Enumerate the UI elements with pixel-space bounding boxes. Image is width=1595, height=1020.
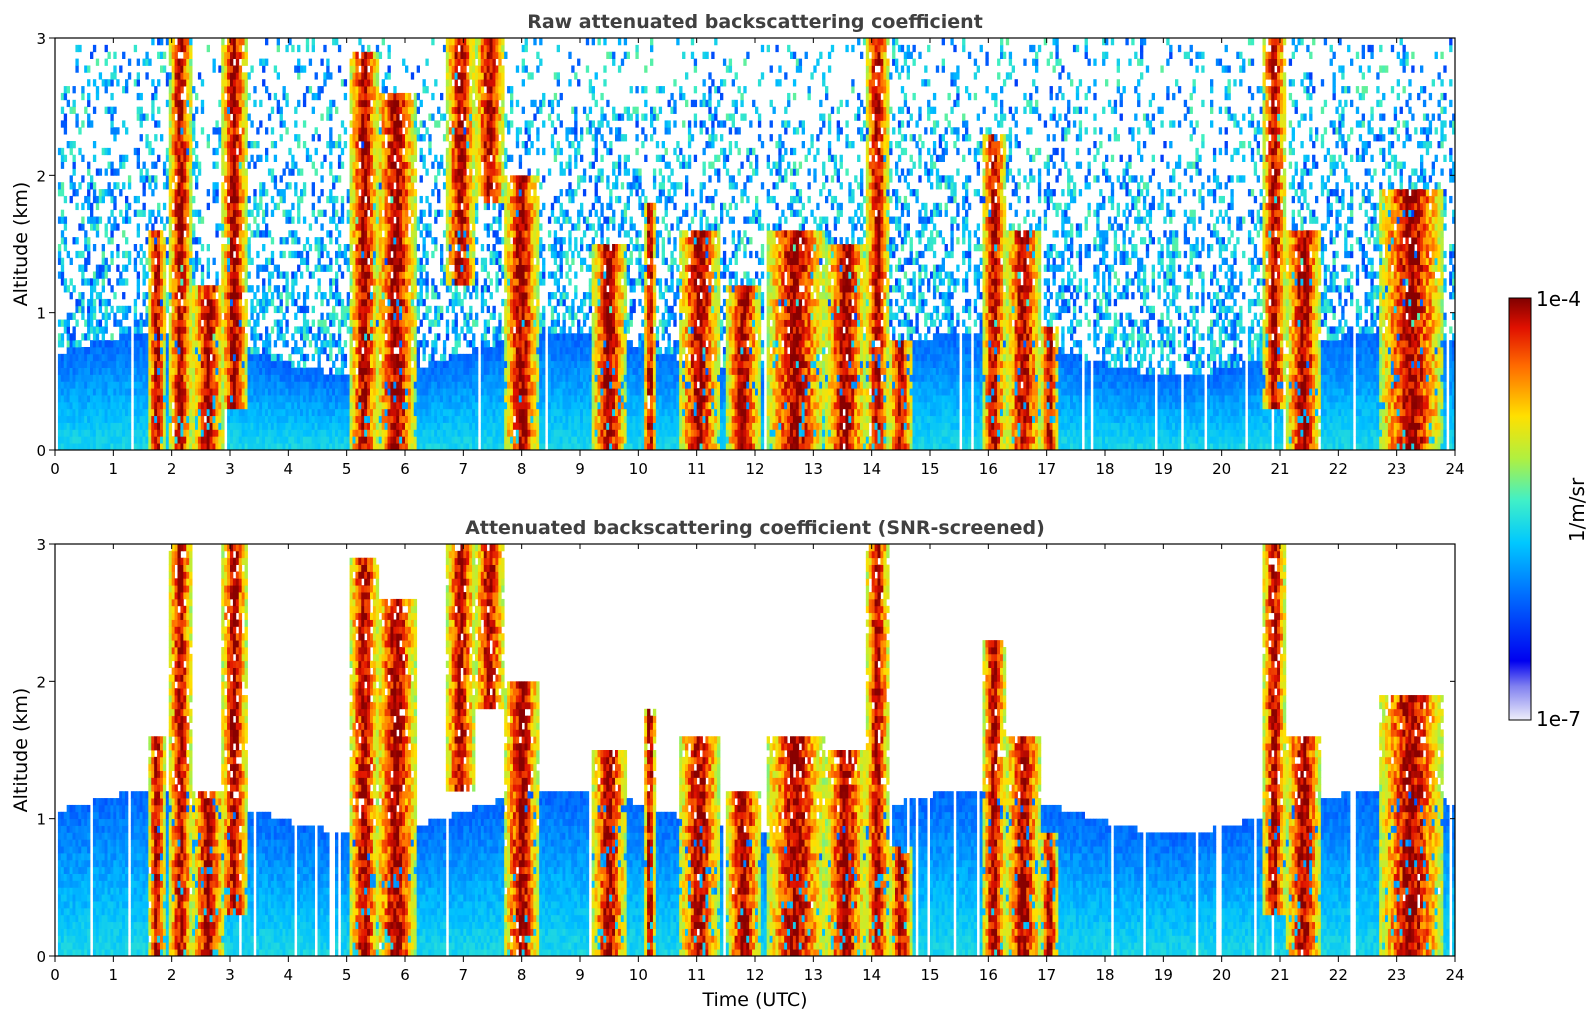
x-tick-label: 18 (1095, 966, 1114, 984)
raw-x-ticks: 0 1 2 3 4 5 6 7 8 9 10 11 12 13 14 15 16 17 18 19 20 21 22 23 24 (50, 38, 1465, 478)
x-tick-label: 2 (167, 460, 177, 478)
x-tick-label: 21 (1270, 460, 1289, 478)
x-tick-label: 6 (400, 966, 410, 984)
x-tick-label: 19 (1154, 460, 1173, 478)
x-tick-label: 4 (284, 966, 294, 984)
x-tick-label: 7 (459, 966, 469, 984)
x-tick-label: 1 (109, 966, 119, 984)
x-tick-label: 21 (1270, 966, 1289, 984)
x-tick-label: 16 (979, 966, 998, 984)
x-tick-label: 14 (862, 966, 881, 984)
x-tick-label: 13 (804, 966, 823, 984)
colorbar-unit-label: 1/m/sr (1565, 477, 1589, 542)
y-tick-label: 3 (36, 30, 46, 48)
y-tick-label: 0 (36, 442, 46, 460)
x-tick-label: 3 (225, 966, 235, 984)
x-tick-label: 16 (979, 460, 998, 478)
x-tick-label: 0 (50, 966, 60, 984)
x-tick-label: 12 (745, 966, 764, 984)
x-tick-label: 20 (1212, 966, 1231, 984)
x-axis-label: Time (UTC) (701, 989, 807, 1011)
screened-heatmap (57, 544, 1455, 956)
x-tick-label: 3 (225, 460, 235, 478)
y-tick-label: 1 (36, 305, 46, 323)
y-tick-label: 0 (36, 948, 46, 966)
x-tick-label: 18 (1095, 460, 1114, 478)
colorbar: 1e-4 1e-7 1/m/sr (1508, 287, 1589, 731)
y-tick-label: 1 (36, 811, 46, 829)
x-tick-label: 24 (1445, 966, 1464, 984)
x-tick-label: 22 (1329, 460, 1348, 478)
raw-y-axis-label: Altitude (km) (10, 182, 32, 307)
x-tick-label: 23 (1387, 966, 1406, 984)
x-tick-label: 5 (342, 460, 352, 478)
x-tick-label: 8 (517, 966, 527, 984)
panel-raw: Raw attenuated backscattering coefficien… (10, 11, 1465, 478)
colorbar-gradient (1508, 297, 1532, 721)
x-tick-label: 15 (920, 966, 939, 984)
panel-screened-title: Attenuated backscattering coefficient (S… (465, 517, 1045, 539)
screened-y-axis-label: Altitude (km) (10, 688, 32, 813)
y-tick-label: 2 (36, 673, 46, 691)
x-tick-label: 13 (804, 460, 823, 478)
x-tick-label: 5 (342, 966, 352, 984)
x-tick-label: 11 (687, 460, 706, 478)
x-tick-label: 19 (1154, 966, 1173, 984)
x-tick-label: 22 (1329, 966, 1348, 984)
x-tick-label: 9 (575, 460, 585, 478)
x-tick-label: 6 (400, 460, 410, 478)
x-tick-label: 4 (284, 460, 294, 478)
x-tick-label: 17 (1037, 966, 1056, 984)
raw-y-ticks: 0 1 2 3 (36, 30, 1455, 460)
panel-screened: Attenuated backscattering coefficient (S… (10, 517, 1465, 1011)
raw-heatmap (57, 38, 1455, 450)
x-tick-label: 7 (459, 460, 469, 478)
x-tick-label: 24 (1445, 460, 1464, 478)
x-tick-label: 0 (50, 460, 60, 478)
x-tick-label: 2 (167, 966, 177, 984)
y-tick-label: 3 (36, 536, 46, 554)
x-tick-label: 20 (1212, 460, 1231, 478)
x-tick-label: 9 (575, 966, 585, 984)
panel-raw-title: Raw attenuated backscattering coefficien… (527, 11, 983, 33)
x-tick-label: 23 (1387, 460, 1406, 478)
x-tick-label: 1 (109, 460, 119, 478)
screened-x-ticks: 0 1 2 3 4 5 6 7 8 9 10 11 12 13 14 15 16 17 18 19 20 21 22 23 24 (50, 544, 1465, 984)
screened-y-ticks: 0 1 2 3 (36, 536, 1455, 966)
x-tick-label: 15 (920, 460, 939, 478)
x-tick-label: 17 (1037, 460, 1056, 478)
x-tick-label: 8 (517, 460, 527, 478)
x-tick-label: 11 (687, 966, 706, 984)
x-tick-label: 10 (629, 460, 648, 478)
colorbar-min-label: 1e-7 (1536, 707, 1581, 731)
colorbar-max-label: 1e-4 (1536, 287, 1581, 311)
y-tick-label: 2 (36, 167, 46, 185)
x-tick-label: 12 (745, 460, 764, 478)
x-tick-label: 14 (862, 460, 881, 478)
x-tick-label: 10 (629, 966, 648, 984)
